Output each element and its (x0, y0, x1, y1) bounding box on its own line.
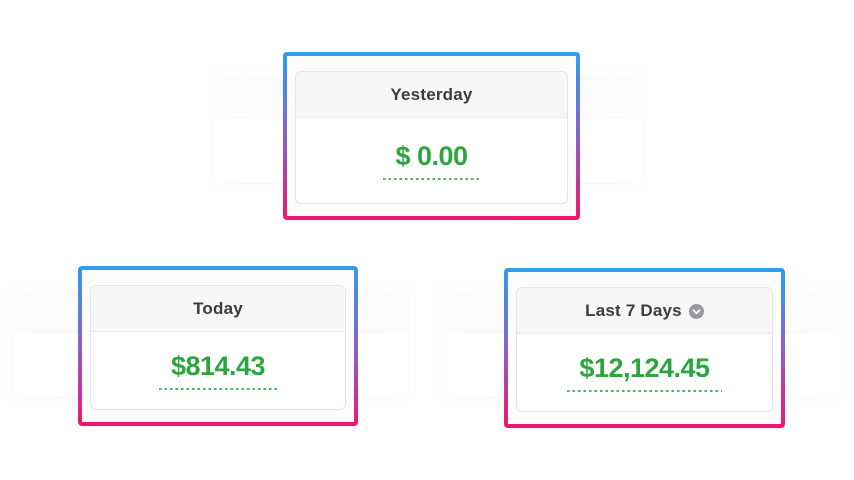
stat-card-last-7-days-value[interactable]: $12,124.45 (567, 353, 722, 392)
stat-card-today-header: Today (91, 286, 345, 332)
stat-card-yesterday-title: Yesterday (390, 84, 473, 104)
stat-card-yesterday-frame: Yesterday $ 0.00 (295, 71, 568, 204)
stat-card-today-frame: Today $814.43 (90, 285, 346, 410)
stat-card-yesterday-body: $ 0.00 (296, 118, 567, 203)
stat-card-today: Today $814.43 (78, 266, 358, 426)
chevron-down-circle-icon[interactable] (688, 304, 704, 319)
stat-card-today-title: Today (193, 298, 243, 318)
stat-card-today-value[interactable]: $814.43 (158, 351, 278, 390)
stat-card-yesterday-header: Yesterday (296, 72, 567, 118)
stat-card-last-7-days-header[interactable]: Last 7 Days (517, 288, 772, 334)
stat-card-last-7-days-surface: Last 7 Days $12,124.45 (508, 272, 781, 424)
stat-card-yesterday-value[interactable]: $ 0.00 (383, 141, 480, 180)
stat-card-last-7-days-body: $12,124.45 (517, 334, 772, 411)
stat-card-yesterday: Yesterday $ 0.00 (283, 52, 580, 220)
stat-card-last-7-days-title: Last 7 Days (585, 300, 682, 320)
stat-card-yesterday-surface: Yesterday $ 0.00 (287, 56, 576, 216)
stat-card-today-body: $814.43 (91, 332, 345, 409)
stat-card-last-7-days-frame: Last 7 Days $12,124.45 (516, 287, 773, 412)
stat-card-last-7-days: Last 7 Days $12,124.45 (504, 268, 785, 428)
stat-card-today-surface: Today $814.43 (82, 270, 354, 422)
